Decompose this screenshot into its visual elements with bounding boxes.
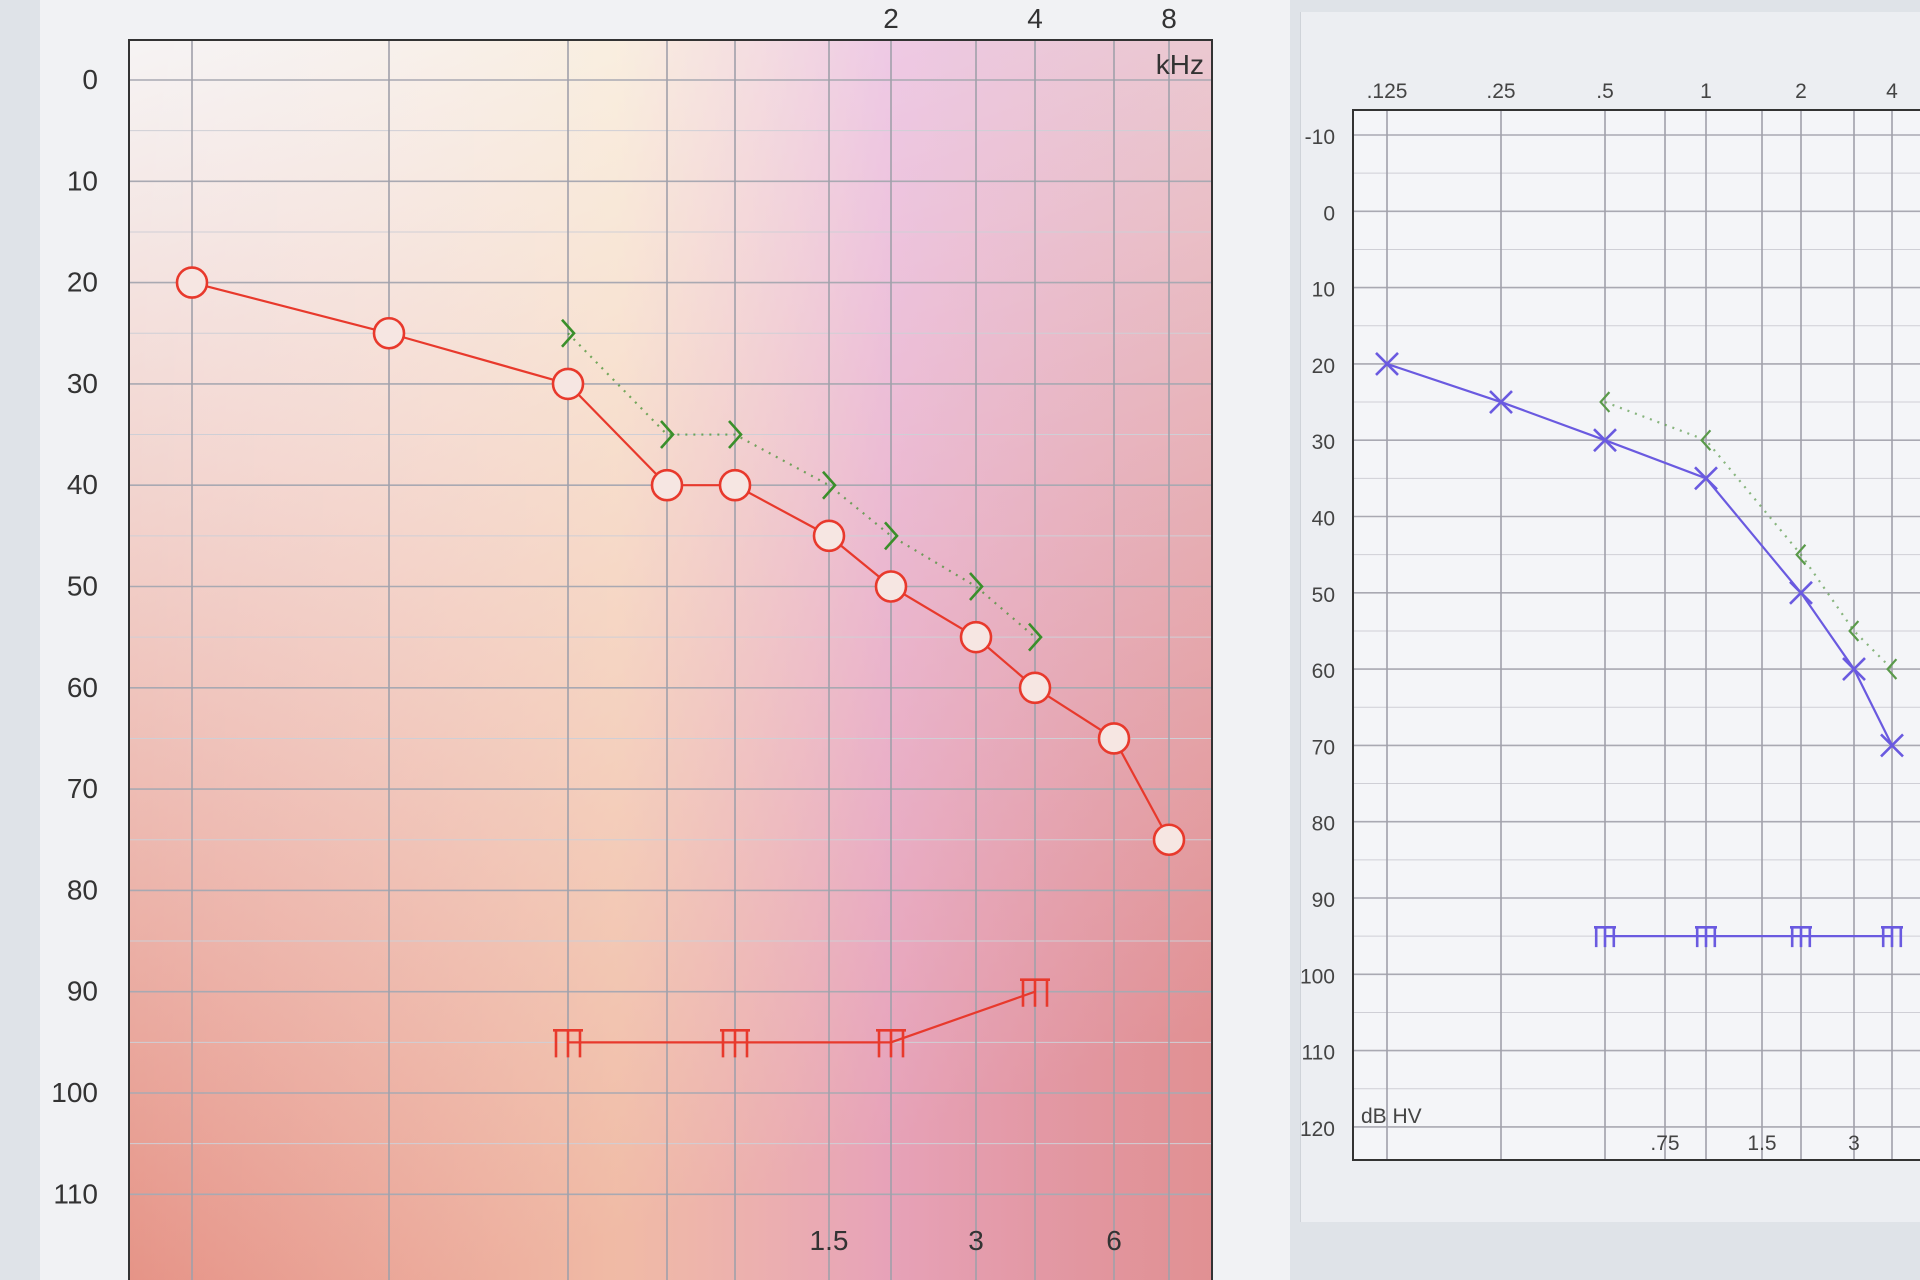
bone-right-marker [1028,622,1043,652]
circle-marker [372,316,406,350]
bone-right-marker [561,318,576,348]
masking-marker [876,1029,906,1058]
masking-marker [720,1029,750,1058]
y-tick-label: 60 [67,672,98,703]
bone-right-marker [728,420,743,449]
cross-marker [1593,428,1617,453]
x-tick-label-bottom: 3 [968,1225,984,1256]
y-tick-label: 100 [51,1077,98,1108]
x-tick-label-top: 2 [1795,80,1807,103]
x-tick-label-bottom: 6 [1106,1225,1122,1256]
bone-right-marker [660,420,675,449]
x-tick-label-top: 2 [883,3,899,34]
y-tick-label: 40 [1312,508,1335,531]
masking-marker [1790,926,1812,948]
y-tick-label: 90 [67,976,98,1007]
x-tick-label-top: .25 [1486,80,1515,103]
circle-marker [650,468,684,502]
circle-marker [812,519,846,553]
x-tick-label-bottom: .75 [1650,1132,1679,1155]
bone-left-marker [1795,544,1807,566]
x-tick-label-top: .125 [1367,80,1408,103]
y-tick-label: 50 [67,571,98,602]
circle-marker [1018,671,1052,705]
y-tick-label: -10 [1305,126,1335,149]
masking-marker [553,1029,583,1058]
y-tick-label: 10 [67,165,98,196]
plot-frame [128,39,1213,1280]
y-tick-label: 50 [1312,584,1335,607]
circle-marker [1152,823,1186,857]
masking-marker [1594,926,1616,948]
cross-marker [1489,390,1513,414]
cross-marker [1789,580,1813,605]
series-line [1604,401,1893,670]
masking-marker [1881,926,1903,948]
bone-right-marker [822,470,837,500]
circle-marker [551,367,585,401]
y-tick-label: 90 [1312,889,1335,912]
cross-marker [1880,733,1904,758]
x-unit-label: kHz [1156,49,1204,80]
x-tick-label-top: 4 [1027,3,1043,34]
x-tick-label-top: 4 [1886,80,1898,103]
circle-marker [874,570,908,603]
circle-marker [1097,722,1131,755]
y-tick-label: 80 [67,874,98,905]
bone-right-marker [884,521,899,551]
y-tick-label: 30 [1312,431,1335,454]
y-tick-label: 20 [1312,355,1335,378]
x-tick-label-top: 1 [1700,80,1712,103]
y-tick-label: 0 [1323,202,1335,225]
y-tick-label: 20 [67,267,98,298]
circle-marker [959,620,993,654]
circle-marker [175,266,209,299]
plot-band [129,40,1212,1280]
masking-marker [1020,978,1050,1007]
x-tick-label-bottom: 1.5 [1747,1132,1776,1155]
cross-marker [1694,466,1718,491]
y-tick-label: 70 [67,773,98,804]
bone-left-marker [1700,429,1712,451]
y-tick-label: 80 [1312,813,1335,836]
y-tick-label: 0 [82,64,98,95]
series-line [568,990,1036,1044]
y-tick-label: 30 [67,368,98,399]
bone-left-marker [1848,620,1860,642]
cross-marker [1842,657,1866,682]
cross-marker [1375,351,1399,376]
masking-marker [1695,926,1717,948]
x-tick-label-top: 8 [1161,3,1177,34]
circle-marker [718,468,752,502]
y-tick-label: 40 [67,469,98,500]
y-unit-label: dB HV [1361,1105,1422,1128]
y-tick-label: 110 [1302,1042,1335,1065]
x-tick-label-bottom: 3 [1848,1132,1860,1155]
plot-frame [1352,109,1920,1161]
y-tick-label: 60 [1312,660,1335,683]
plot-background [1353,110,1920,1160]
bone-right-marker [969,572,984,601]
y-tick-label: 10 [1312,279,1335,302]
bone-left-marker [1886,658,1898,680]
x-tick-label-top: .5 [1596,80,1614,103]
y-tick-label: 110 [53,1178,98,1209]
y-tick-label: 100 [1300,965,1335,988]
x-tick-label-bottom: 1.5 [810,1225,849,1256]
y-tick-label: 120 [1300,1118,1335,1141]
y-tick-label: 70 [1312,736,1335,759]
bone-left-marker [1599,391,1611,413]
